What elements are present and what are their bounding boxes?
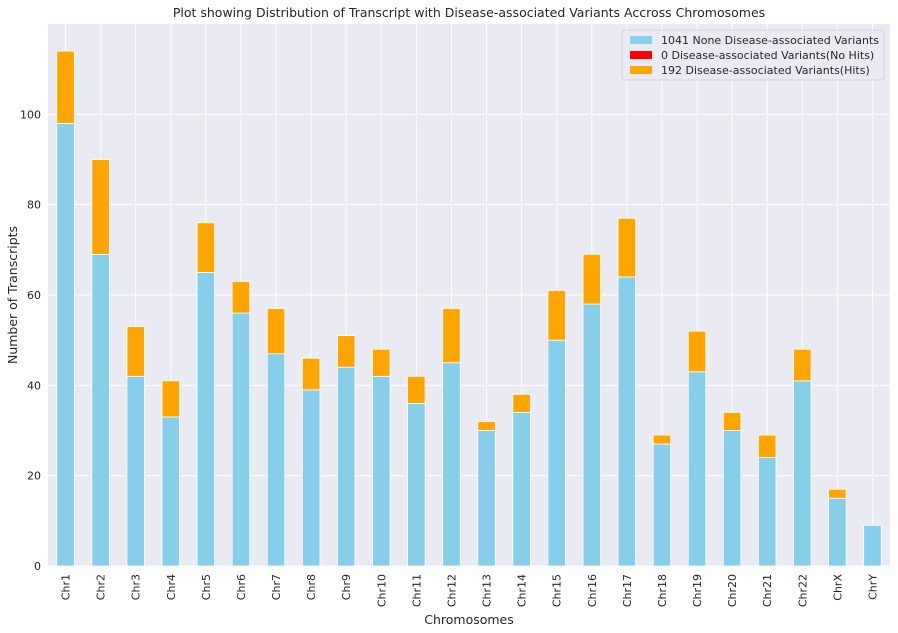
bar-segment-chr21-series-1 xyxy=(758,457,777,567)
bar-segment-chr2-series-1 xyxy=(91,253,110,567)
x-axis-label: Chromosomes xyxy=(424,612,514,627)
legend-swatch-2 xyxy=(630,51,652,59)
bar-segment-chr9-series-1 xyxy=(337,366,356,567)
bar-segment-chr14-series-3 xyxy=(512,393,531,413)
x-tick-label-chr6: Chr6 xyxy=(235,574,248,600)
legend-box xyxy=(621,29,885,81)
x-tick-label-chr17: Chr17 xyxy=(621,574,634,607)
bar-segment-chr22-series-3 xyxy=(793,348,812,382)
bar-segment-chr18-series-3 xyxy=(652,434,672,445)
x-tick-label-chr12: Chr12 xyxy=(445,574,458,607)
x-tick-label-chr3: Chr3 xyxy=(130,574,143,600)
bar-segment-chr15-series-1 xyxy=(547,339,566,567)
bar-segment-chr11-series-1 xyxy=(407,402,426,567)
bar-segment-chr18-series-1 xyxy=(652,443,672,567)
legend-swatch-1 xyxy=(630,36,652,44)
x-tick-label-chr1: Chr1 xyxy=(60,574,73,600)
x-tick-label-chr10: Chr10 xyxy=(375,574,388,607)
y-ticks: 0 20 40 60 80 100 xyxy=(20,108,41,573)
bar-segment-chr20-series-1 xyxy=(722,430,742,567)
bar-segment-chr4-series-3 xyxy=(161,380,180,418)
bar-segment-chr14-series-1 xyxy=(512,412,531,567)
y-tick-label: 80 xyxy=(27,199,41,212)
x-tick-label-chr8: Chr8 xyxy=(305,574,318,600)
bar-segment-chr12-series-1 xyxy=(442,362,461,567)
bar-segment-chr13-series-3 xyxy=(477,421,496,431)
x-tick-label-chr2: Chr2 xyxy=(95,574,108,600)
bar-segment-chr16-series-1 xyxy=(582,303,601,567)
bars xyxy=(56,50,882,567)
x-tick-label-chr16: Chr16 xyxy=(586,574,599,607)
bar-segment-chr1-series-3 xyxy=(56,50,75,124)
y-axis-label: Number of Transcripts xyxy=(5,226,20,364)
bar-segment-chr10-series-3 xyxy=(372,348,391,377)
x-tick-label-chr21: Chr21 xyxy=(761,574,774,607)
x-tick-label-chr18: Chr18 xyxy=(656,574,669,607)
x-tick-label-chr14: Chr14 xyxy=(516,574,529,607)
x-tick-label-chr15: Chr15 xyxy=(551,574,564,607)
x-tick-label-chr4: Chr4 xyxy=(165,574,178,600)
bar-segment-chr16-series-3 xyxy=(582,253,601,305)
bar-segment-chr6-series-3 xyxy=(231,281,251,314)
bar-segment-chr19-series-3 xyxy=(687,330,707,373)
bar-segment-chr12-series-3 xyxy=(442,308,461,364)
bar-segment-chr10-series-1 xyxy=(372,375,391,567)
legend: 1041 None Disease-associated Variants 0 D… xyxy=(621,29,885,81)
chart-title: Plot showing Distribution of Transcript … xyxy=(173,5,765,20)
bar-segment-chr15-series-3 xyxy=(547,290,566,341)
bar-segment-chr4-series-1 xyxy=(161,416,180,567)
y-tick-label: 40 xyxy=(27,379,41,392)
bar-segment-chr9-series-3 xyxy=(337,335,356,368)
bar-segment-chr22-series-1 xyxy=(793,380,812,567)
bar-segment-chr21-series-3 xyxy=(758,434,777,458)
legend-swatch-3 xyxy=(630,66,652,74)
bar-segment-chr11-series-3 xyxy=(407,375,426,404)
x-tick-label-chr5: Chr5 xyxy=(200,574,213,600)
bar-segment-chr2-series-3 xyxy=(91,159,110,255)
x-tick-label-chr9: Chr9 xyxy=(340,574,353,600)
bar-segment-chr3-series-1 xyxy=(126,375,145,567)
bar-segment-chr17-series-1 xyxy=(617,276,637,567)
bar-segment-chr5-series-1 xyxy=(196,272,216,567)
bar-segment-chr5-series-3 xyxy=(196,222,216,273)
legend-label-2: 0 Disease-associated Variants(No Hits) xyxy=(661,49,874,62)
bar-segment-chr8-series-1 xyxy=(301,389,321,567)
x-tick-label-chr20: Chr20 xyxy=(726,574,739,607)
x-tick-label-chr7: Chr7 xyxy=(270,574,283,600)
x-tick-label-chr22: Chr22 xyxy=(796,574,809,607)
y-tick-label: 60 xyxy=(27,289,41,302)
x-ticks: Chr1 Chr2 Chr3 Chr4 Chr5 Chr6 Chr7 Chr8 Chr9 Chr1… xyxy=(60,574,880,608)
bar-segment-chr13-series-1 xyxy=(477,430,496,567)
bar-segment-chr1-series-1 xyxy=(56,122,75,567)
legend-label-3: 192 Disease-associated Variants(Hits) xyxy=(661,64,870,77)
y-tick-label: 100 xyxy=(20,108,41,121)
legend-label-1: 1041 None Disease-associated Variants xyxy=(661,34,879,47)
bar-segment-chry-series-1 xyxy=(863,524,882,567)
bar-segment-chr7-series-1 xyxy=(266,353,286,567)
x-tick-label-chr11: Chr11 xyxy=(410,574,423,607)
bar-segment-chr8-series-3 xyxy=(301,357,321,391)
y-tick-label: 0 xyxy=(34,560,41,573)
bar-segment-chr7-series-3 xyxy=(266,308,286,355)
bar-segment-chrx-series-3 xyxy=(828,488,847,499)
bar-segment-chr20-series-3 xyxy=(722,412,742,431)
bar-segment-chr3-series-3 xyxy=(126,326,145,377)
y-tick-label: 20 xyxy=(27,470,41,483)
bar-segment-chrx-series-1 xyxy=(828,497,847,567)
bar-segment-chr6-series-1 xyxy=(231,312,251,567)
bar-segment-chr17-series-3 xyxy=(617,217,637,278)
x-tick-label-chry: ChrY xyxy=(866,574,879,600)
x-tick-label-chr13: Chr13 xyxy=(481,574,494,607)
x-tick-label-chr19: Chr19 xyxy=(691,574,704,607)
x-tick-label-chrx: ChrX xyxy=(831,574,844,601)
bar-segment-chr19-series-1 xyxy=(687,371,707,567)
